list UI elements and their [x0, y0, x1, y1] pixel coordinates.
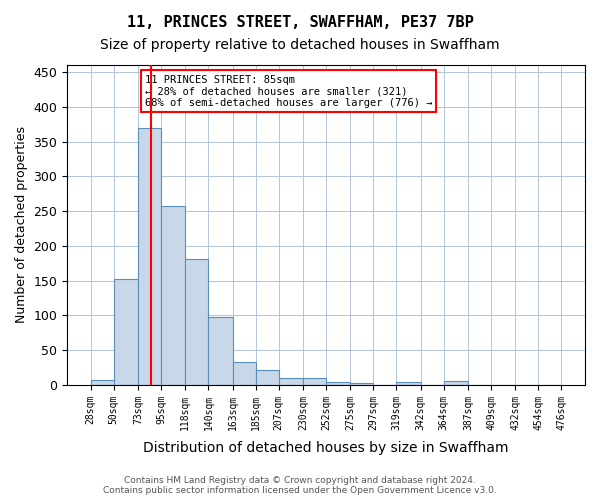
- Bar: [444, 382, 468, 385]
- Bar: [208, 318, 233, 385]
- Bar: [326, 382, 350, 385]
- Bar: [397, 382, 421, 385]
- X-axis label: Distribution of detached houses by size in Swaffham: Distribution of detached houses by size …: [143, 441, 509, 455]
- Text: Size of property relative to detached houses in Swaffham: Size of property relative to detached ho…: [100, 38, 500, 52]
- Text: 11 PRINCES STREET: 85sqm
← 28% of detached houses are smaller (321)
68% of semi-: 11 PRINCES STREET: 85sqm ← 28% of detach…: [145, 74, 433, 108]
- Bar: [161, 206, 185, 385]
- Bar: [233, 362, 256, 385]
- Bar: [138, 128, 161, 385]
- Bar: [303, 378, 326, 385]
- Text: 11, PRINCES STREET, SWAFFHAM, PE37 7BP: 11, PRINCES STREET, SWAFFHAM, PE37 7BP: [127, 15, 473, 30]
- Bar: [279, 378, 303, 385]
- Text: Contains HM Land Registry data © Crown copyright and database right 2024.
Contai: Contains HM Land Registry data © Crown c…: [103, 476, 497, 495]
- Y-axis label: Number of detached properties: Number of detached properties: [15, 126, 28, 324]
- Bar: [91, 380, 114, 385]
- Bar: [114, 279, 138, 385]
- Bar: [256, 370, 279, 385]
- Bar: [350, 383, 373, 385]
- Bar: [185, 259, 208, 385]
